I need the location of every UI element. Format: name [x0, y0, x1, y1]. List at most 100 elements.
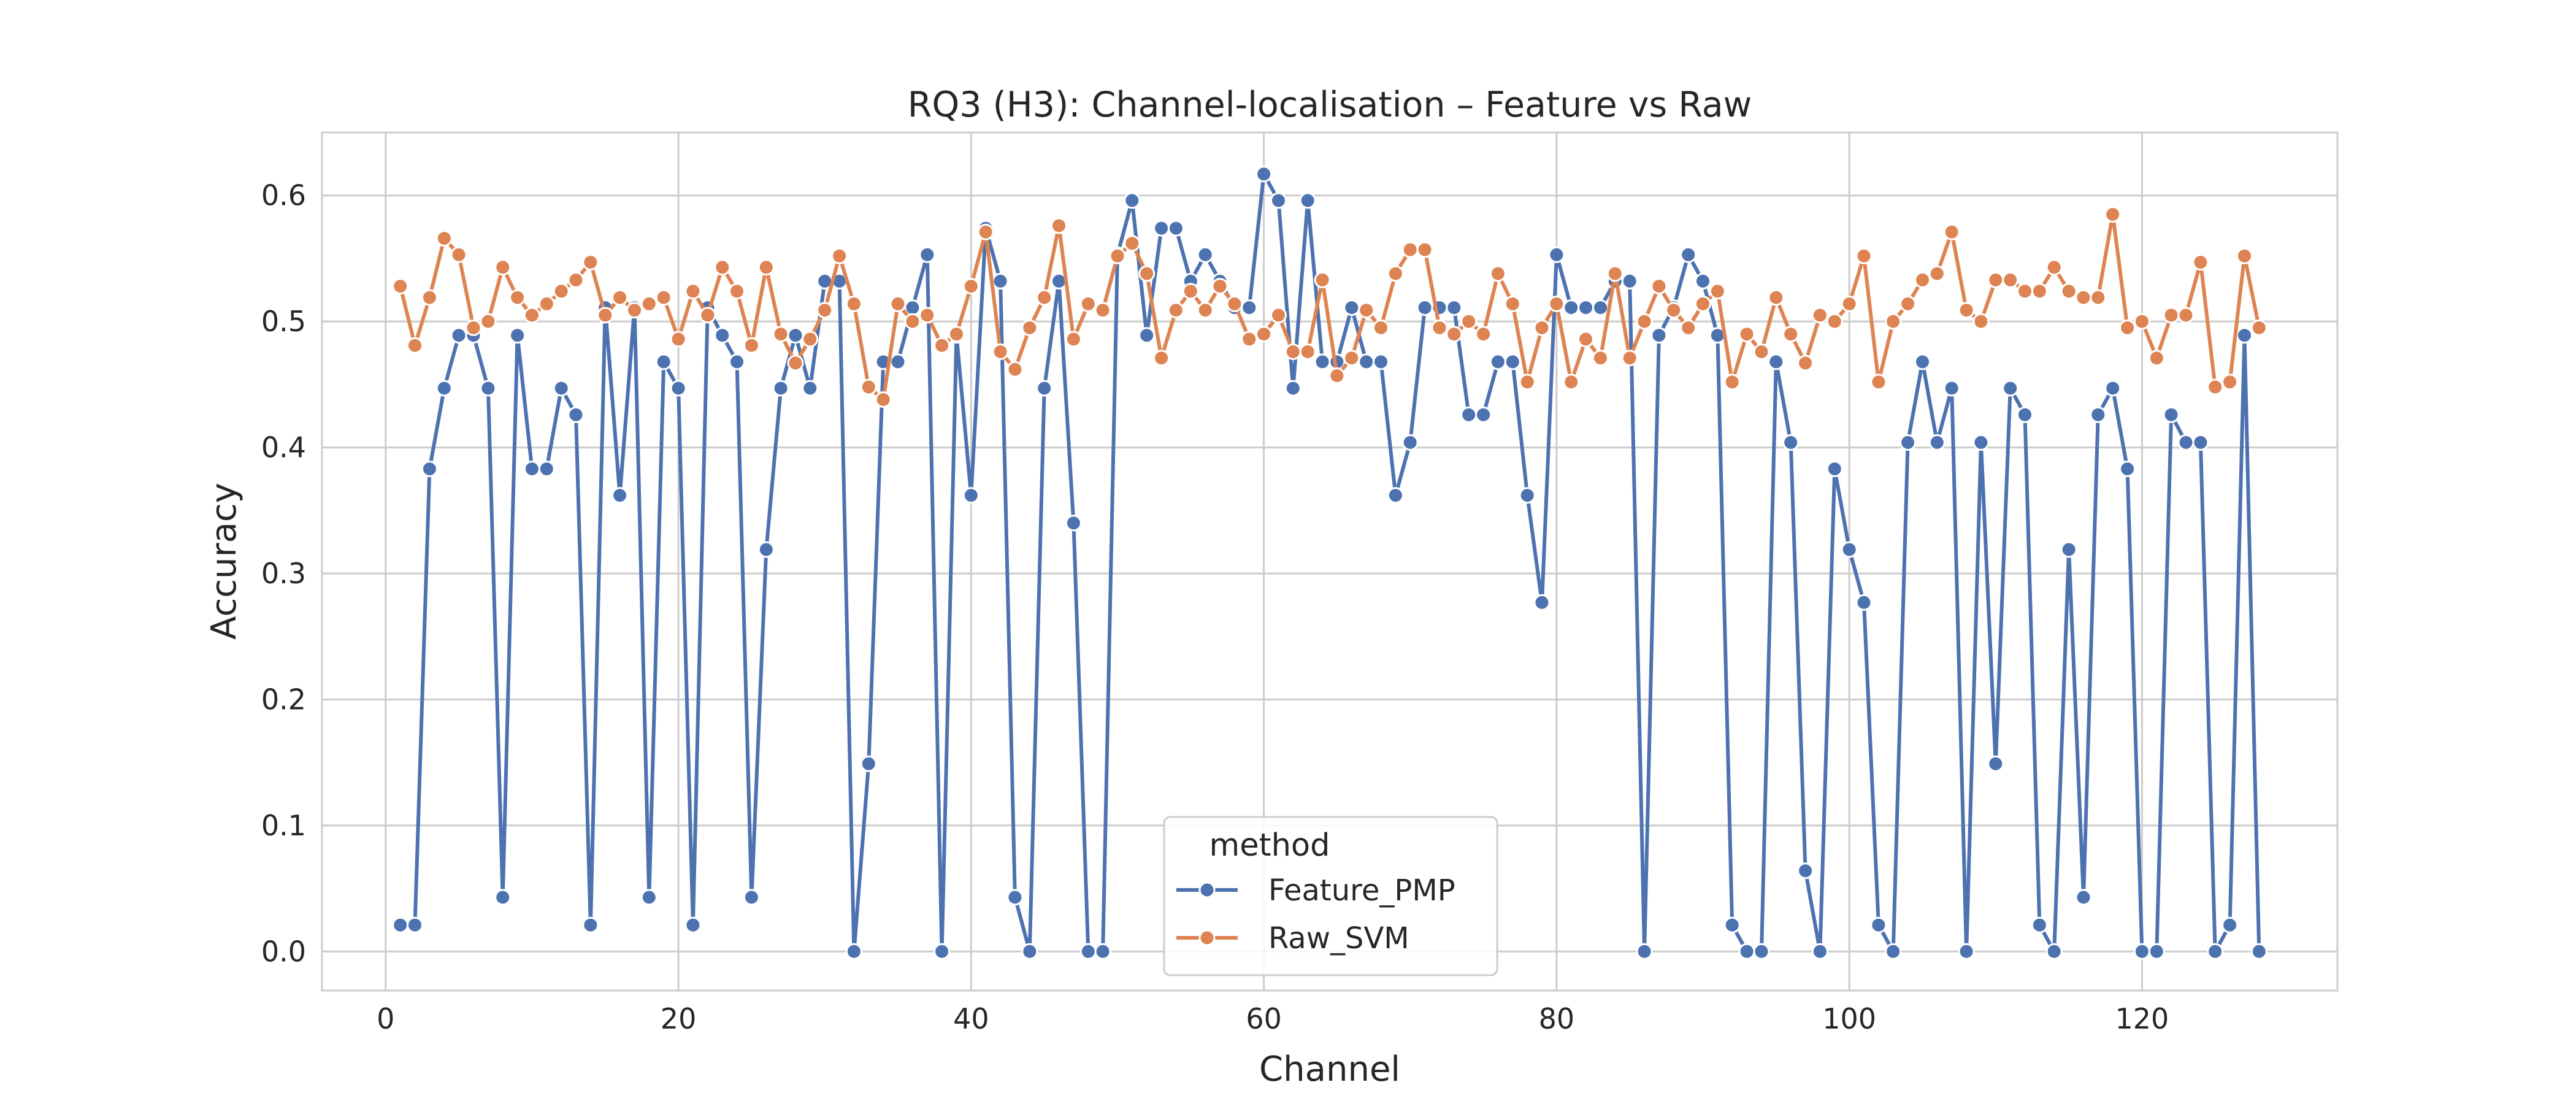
data-point-raw-svm: [2031, 283, 2048, 300]
data-point-raw-svm: [2017, 283, 2033, 300]
data-point-feature-pmp: [407, 916, 423, 933]
data-point-feature-pmp: [392, 916, 409, 933]
data-point-raw-svm: [2177, 307, 2195, 324]
data-point-raw-svm: [407, 337, 423, 354]
data-point-feature-pmp: [2017, 406, 2033, 423]
data-point-feature-pmp: [2031, 916, 2048, 933]
data-point-raw-svm: [933, 337, 951, 354]
data-point-raw-svm: [1373, 319, 1389, 336]
data-point-raw-svm: [1870, 374, 1887, 391]
series-layer: [392, 166, 2267, 960]
data-point-raw-svm: [2104, 206, 2122, 223]
data-point-feature-pmp: [1738, 943, 1755, 960]
data-point-feature-pmp: [567, 406, 585, 423]
data-point-raw-svm: [845, 295, 862, 312]
data-point-raw-svm: [1182, 283, 1199, 300]
data-point-feature-pmp: [1870, 916, 1887, 933]
data-point-feature-pmp: [2207, 943, 2224, 960]
data-point-raw-svm: [1314, 271, 1331, 288]
y-tick-label: 0.2: [261, 683, 306, 716]
data-point-raw-svm: [1489, 265, 1506, 282]
data-point-feature-pmp: [1489, 353, 1506, 370]
data-point-feature-pmp: [2060, 541, 2077, 558]
data-point-raw-svm: [802, 331, 819, 348]
data-point-feature-pmp: [1006, 889, 1024, 906]
data-point-feature-pmp: [2236, 327, 2253, 344]
data-point-raw-svm: [392, 278, 409, 295]
data-point-feature-pmp: [1811, 943, 1828, 960]
data-point-feature-pmp: [2002, 380, 2019, 397]
data-point-feature-pmp: [450, 327, 467, 344]
data-point-feature-pmp: [1782, 434, 1800, 451]
data-point-raw-svm: [421, 289, 438, 306]
data-point-raw-svm: [494, 259, 512, 276]
data-point-raw-svm: [1460, 313, 1478, 330]
data-point-raw-svm: [1621, 350, 1638, 367]
data-point-raw-svm: [523, 307, 540, 324]
data-point-feature-pmp: [1636, 943, 1653, 960]
data-point-feature-pmp: [2104, 380, 2122, 397]
data-point-feature-pmp: [772, 380, 789, 397]
data-point-raw-svm: [1358, 302, 1375, 319]
data-point-raw-svm: [1094, 302, 1111, 319]
x-tick-label: 100: [1822, 1002, 1876, 1035]
data-point-raw-svm: [772, 326, 789, 343]
y-tick-label: 0.6: [261, 179, 306, 212]
data-point-raw-svm: [1065, 331, 1082, 348]
data-point-feature-pmp: [553, 380, 570, 397]
data-point-feature-pmp: [1899, 434, 1917, 451]
data-point-raw-svm: [640, 295, 657, 312]
data-point-raw-svm: [1797, 355, 1814, 372]
data-point-raw-svm: [743, 337, 760, 354]
legend-marker-raw-svm: [1198, 929, 1216, 946]
data-point-raw-svm: [1563, 374, 1580, 391]
chart-title: RQ3 (H3): Channel-localisation – Feature…: [908, 85, 1752, 125]
data-point-raw-svm: [611, 289, 629, 306]
data-point-raw-svm: [1577, 331, 1595, 348]
x-tick-label: 120: [2115, 1002, 2169, 1035]
data-point-raw-svm: [816, 302, 834, 319]
data-point-feature-pmp: [1241, 299, 1258, 316]
data-point-feature-pmp: [1299, 192, 1316, 209]
data-point-raw-svm: [1241, 331, 1258, 348]
data-point-raw-svm: [1328, 367, 1346, 384]
data-point-feature-pmp: [1972, 434, 1990, 451]
data-point-feature-pmp: [729, 353, 745, 370]
legend-frame: [1163, 816, 1498, 976]
legend-title: method: [1209, 827, 1330, 864]
data-point-feature-pmp: [1416, 299, 1433, 316]
data-point-feature-pmp: [1167, 220, 1184, 237]
data-point-feature-pmp: [2221, 916, 2239, 933]
data-point-feature-pmp: [1592, 299, 1609, 316]
data-point-feature-pmp: [1387, 487, 1404, 504]
data-point-raw-svm: [699, 307, 716, 324]
data-point-feature-pmp: [1358, 353, 1375, 370]
data-point-raw-svm: [1680, 319, 1697, 336]
data-point-feature-pmp: [2250, 943, 2267, 960]
data-point-feature-pmp: [1650, 327, 1668, 344]
data-point-feature-pmp: [1036, 380, 1053, 397]
data-point-feature-pmp: [1680, 246, 1697, 263]
data-point-raw-svm: [860, 378, 877, 396]
data-point-raw-svm: [597, 307, 614, 324]
data-point-feature-pmp: [1958, 943, 1975, 960]
data-point-raw-svm: [1167, 302, 1184, 319]
data-point-raw-svm: [757, 259, 775, 276]
x-axis-title: Channel: [1259, 1049, 1400, 1089]
data-point-feature-pmp: [1270, 192, 1287, 209]
data-point-raw-svm: [1650, 278, 1668, 295]
y-tick-label: 0.1: [261, 809, 306, 842]
data-point-raw-svm: [1109, 247, 1126, 264]
data-point-feature-pmp: [2177, 434, 2195, 451]
data-point-raw-svm: [2250, 319, 2267, 336]
data-point-feature-pmp: [1826, 461, 1843, 477]
data-point-feature-pmp: [2192, 434, 2209, 451]
data-point-feature-pmp: [640, 889, 657, 906]
legend: method Feature_PMP Raw_SVM: [1163, 816, 1498, 976]
data-point-raw-svm: [1606, 265, 1623, 282]
data-point-raw-svm: [1401, 241, 1419, 258]
data-point-raw-svm: [1665, 302, 1682, 319]
data-point-raw-svm: [1153, 350, 1170, 367]
data-point-raw-svm: [1782, 326, 1800, 343]
